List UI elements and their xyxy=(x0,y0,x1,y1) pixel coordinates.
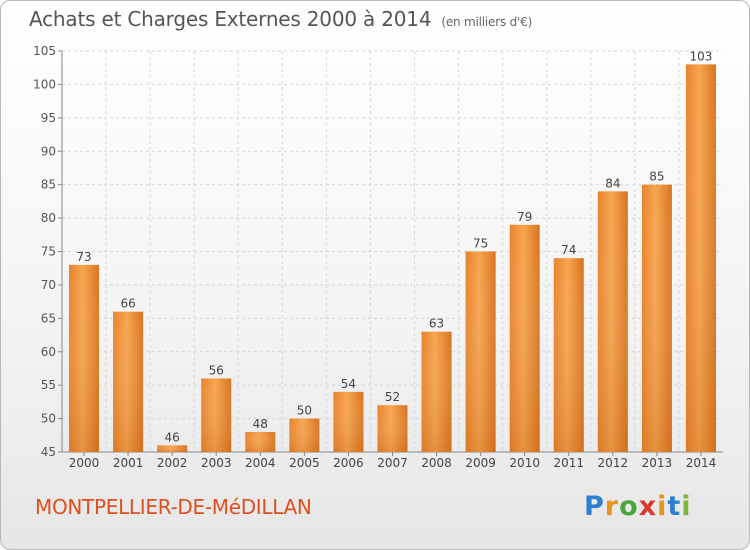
y-tick-label: 105 xyxy=(33,44,56,58)
value-label-2013: 85 xyxy=(649,170,664,184)
value-label-2014: 103 xyxy=(690,49,713,63)
x-tick-label-2013: 2013 xyxy=(642,456,673,470)
city-name: MONTPELLIER-DE-MéDILLAN xyxy=(35,495,312,519)
bar-shade-2006 xyxy=(333,391,364,452)
bar-shade-2008 xyxy=(421,331,452,452)
title-main: Achats et Charges Externes 2000 à 2014 xyxy=(29,7,432,31)
bar-shade-2007 xyxy=(377,405,408,452)
y-tick-label: 45 xyxy=(41,445,56,459)
x-tick-label-2003: 2003 xyxy=(201,456,232,470)
x-tick-label-2001: 2001 xyxy=(113,456,144,470)
value-label-2009: 75 xyxy=(473,237,488,251)
x-tick-label-2004: 2004 xyxy=(245,456,276,470)
chart-title: Achats et Charges Externes 2000 à 2014 (e… xyxy=(29,7,532,31)
y-tick-label: 95 xyxy=(41,111,56,125)
y-tick-label: 90 xyxy=(41,144,56,158)
bars xyxy=(69,64,716,452)
bar-shade-2012 xyxy=(597,191,628,452)
value-label-2005: 50 xyxy=(297,404,312,418)
y-tick-label: 50 xyxy=(41,412,56,426)
x-tick-label-2011: 2011 xyxy=(553,456,584,470)
bar-shade-2002 xyxy=(157,445,188,452)
x-tick-label-2008: 2008 xyxy=(421,456,452,470)
y-tick-label: 85 xyxy=(41,178,56,192)
y-tick-label: 75 xyxy=(41,245,56,259)
bar-shade-2004 xyxy=(245,431,276,452)
x-tick-label-2002: 2002 xyxy=(157,456,188,470)
bar-shade-2014 xyxy=(685,64,716,452)
bar-shade-2011 xyxy=(553,258,584,452)
value-label-2003: 56 xyxy=(209,363,224,377)
x-tick-label-2009: 2009 xyxy=(465,456,496,470)
y-tick-label: 70 xyxy=(41,278,56,292)
value-label-2011: 74 xyxy=(561,243,576,257)
title-unit: (en milliers d'€) xyxy=(441,15,533,29)
bar-shade-2010 xyxy=(509,224,540,452)
bar-shade-2005 xyxy=(289,418,320,452)
bar-shade-2001 xyxy=(113,311,144,452)
y-tick-label: 65 xyxy=(41,311,56,325)
y-tick-label: 55 xyxy=(41,378,56,392)
value-label-2004: 48 xyxy=(253,417,268,431)
proxiti-logo[interactable]: Proxiti xyxy=(584,491,692,522)
x-tick-label-2010: 2010 xyxy=(509,456,540,470)
value-label-2010: 79 xyxy=(517,210,532,224)
y-tick-label: 60 xyxy=(41,345,56,359)
value-label-2012: 84 xyxy=(605,176,620,190)
bar-shade-2009 xyxy=(465,251,496,452)
bar-shade-2013 xyxy=(641,184,672,452)
x-tick-label-2000: 2000 xyxy=(69,456,100,470)
bar-shade-2000 xyxy=(69,264,100,452)
labels: 73 2000 66 2001 46 2002 56 2003 48 2004 50 2005 54 20… xyxy=(69,49,716,470)
value-label-2001: 66 xyxy=(120,297,135,311)
value-label-2007: 52 xyxy=(385,390,400,404)
y-tick-label: 100 xyxy=(33,77,56,91)
x-tick-label-2007: 2007 xyxy=(377,456,408,470)
x-tick-label-2012: 2012 xyxy=(598,456,629,470)
value-label-2008: 63 xyxy=(429,317,444,331)
value-label-2006: 54 xyxy=(341,377,356,391)
value-label-2000: 73 xyxy=(76,250,91,264)
bar-shade-2003 xyxy=(201,378,232,452)
x-tick-label-2014: 2014 xyxy=(686,456,717,470)
x-tick-label-2005: 2005 xyxy=(289,456,320,470)
x-tick-label-2006: 2006 xyxy=(333,456,364,470)
y-tick-label: 80 xyxy=(41,211,56,225)
value-label-2002: 46 xyxy=(165,430,180,444)
